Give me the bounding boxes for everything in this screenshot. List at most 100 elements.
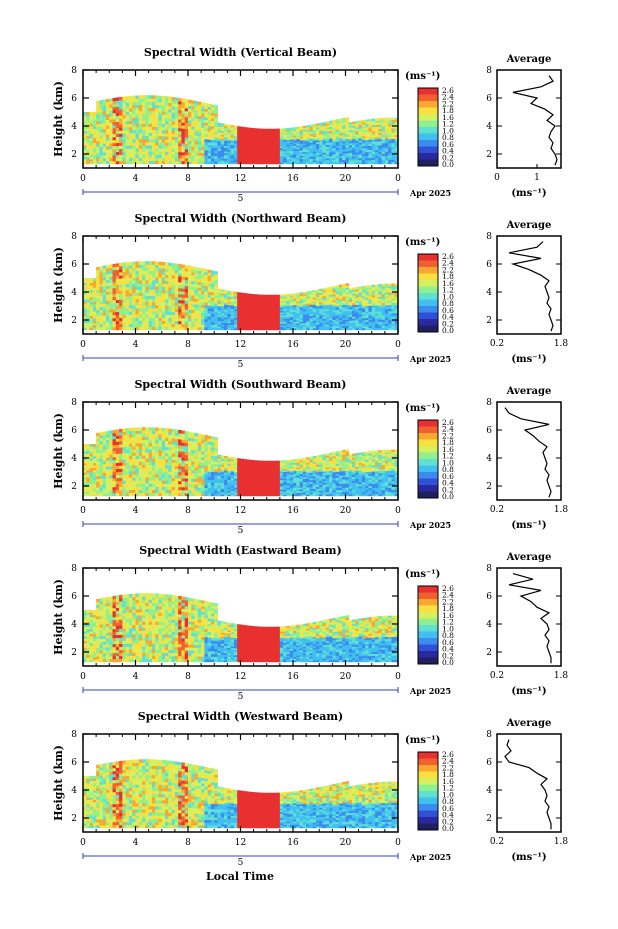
colorbar-segment (418, 459, 438, 466)
panel-2: Spectral Width (Southward Beam)0 4 8 12 16 20… (52, 378, 568, 536)
colorbar-tick-label: 0.8 (442, 631, 454, 640)
average-y-tick-label: 6 (486, 426, 492, 436)
colorbar-tick-label: 2.6 (442, 252, 454, 261)
colorbar-tick-label: 0.2 (442, 651, 454, 660)
colorbar-segment (418, 312, 438, 320)
colorbar-tick-label: 0.4 (442, 147, 454, 156)
colorbar-segment (418, 114, 438, 121)
x-tick-label: 16 (287, 838, 299, 848)
average-x-tick-label: 1.8 (554, 505, 569, 515)
average-profile-line (504, 739, 552, 830)
colorbar-tick-label: 2.6 (442, 86, 454, 95)
x-tick-label: 4 (133, 340, 139, 350)
average-y-tick-label: 4 (486, 288, 492, 298)
colorbar-tick-label: 1.0 (442, 292, 454, 301)
x-axis-label-local-time: Local Time (206, 870, 274, 883)
colorbar-tick-label: 0.2 (442, 319, 454, 328)
y-tick-label: 6 (71, 426, 77, 436)
colorbar-unit: (ms⁻¹) (405, 735, 440, 746)
colorbar-frame (417, 87, 439, 167)
colorbar-tick-label: 1.2 (442, 286, 454, 295)
x-tick-label: 20 (340, 174, 352, 184)
colorbar-tick-label: 1.0 (442, 624, 454, 633)
colorbar-tick-label: 0.6 (442, 306, 454, 315)
average-x-tick-label: 0.2 (490, 339, 504, 349)
x-tick-label: 0 (395, 672, 401, 682)
average-y-tick-label: 4 (486, 620, 492, 630)
colorbar-unit: (ms⁻¹) (405, 237, 440, 248)
average-y-tick-label: 2 (486, 150, 492, 160)
colorbar-segment (418, 146, 438, 154)
colorbar-segment (418, 439, 438, 447)
x-tick-label: 20 (340, 838, 352, 848)
x-tick-label: 4 (133, 672, 139, 682)
x-tick-label: 8 (185, 506, 191, 516)
x-tick-label: 16 (287, 506, 299, 516)
colorbar-segment (418, 651, 438, 658)
colorbar-tick-label: 2.2 (442, 763, 454, 772)
colorbar-segment (418, 752, 438, 759)
average-profile-line (508, 573, 552, 664)
average-x-tick-label: 0.2 (490, 505, 504, 515)
colorbar-tick-label: 0.4 (442, 313, 454, 322)
y-tick-label: 8 (71, 398, 77, 408)
colorbar-unit: (ms⁻¹) (405, 569, 440, 580)
colorbar-tick-label: 1.6 (442, 611, 454, 620)
colorbar-segment (418, 452, 438, 460)
y-tick-label: 6 (71, 592, 77, 602)
colorbar-tick-label: 1.8 (442, 770, 454, 779)
heatmap-cells (83, 427, 399, 497)
colorbar-tick-label: 2.6 (442, 750, 454, 759)
colorbar-segment (418, 107, 438, 115)
x-tick-label: 12 (235, 340, 246, 350)
average-y-tick-label: 6 (486, 758, 492, 768)
colorbar-segment (418, 638, 438, 645)
x-tick-label: 16 (287, 174, 299, 184)
colorbar-segment (418, 797, 438, 805)
date-day-label: 5 (238, 858, 244, 868)
colorbar-tick-label: 1.8 (442, 272, 454, 281)
average-x-tick-label: 0.2 (490, 837, 504, 847)
y-axis-label: Height (km) (52, 745, 65, 821)
colorbar-segment (418, 472, 438, 479)
colorbar-segment (418, 778, 438, 785)
colorbar-tick-label: 0.4 (442, 645, 454, 654)
chart-title: Spectral Width (Southward Beam) (134, 378, 346, 391)
y-tick-label: 2 (71, 814, 77, 824)
colorbar-segment (418, 426, 438, 434)
colorbar-segment (418, 127, 438, 134)
colorbar-segment (418, 465, 438, 473)
x-tick-label: 8 (185, 340, 191, 350)
y-tick-label: 6 (71, 260, 77, 270)
x-tick-label: 0 (395, 174, 401, 184)
colorbar-tick-label: 2.2 (442, 265, 454, 274)
colorbar-tick-label: 0.8 (442, 133, 454, 142)
y-tick-label: 4 (71, 288, 77, 298)
average-x-unit: (ms⁻¹) (511, 354, 546, 365)
colorbar-segment (418, 306, 438, 313)
average-y-tick-label: 4 (486, 454, 492, 464)
average-title: Average (506, 552, 552, 563)
colorbar-segment (418, 618, 438, 626)
average-frame (496, 567, 562, 667)
panel-1: Spectral Width (Northward Beam)0 4 8 12 16 20… (52, 212, 568, 370)
y-tick-label: 8 (71, 232, 77, 242)
average-y-tick-label: 8 (486, 398, 492, 408)
colorbar-segment (418, 260, 438, 268)
colorbar-segment (418, 644, 438, 652)
average-x-tick-label: 1.8 (554, 837, 569, 847)
average-y-tick-label: 4 (486, 122, 492, 132)
y-tick-label: 4 (71, 620, 77, 630)
y-tick-label: 4 (71, 454, 77, 464)
date-day-label: 5 (238, 526, 244, 536)
average-y-tick-label: 8 (486, 564, 492, 574)
colorbar-tick-label: 2.4 (442, 425, 454, 434)
colorbar-segment (418, 485, 438, 492)
average-y-tick-label: 8 (486, 730, 492, 740)
date-month-label: Apr 2025 (409, 520, 451, 530)
colorbar-segment (418, 293, 438, 300)
average-profile-line (508, 241, 554, 332)
x-tick-label: 4 (133, 174, 139, 184)
y-axis-label: Height (km) (52, 247, 65, 323)
colorbar-segment (418, 94, 438, 102)
